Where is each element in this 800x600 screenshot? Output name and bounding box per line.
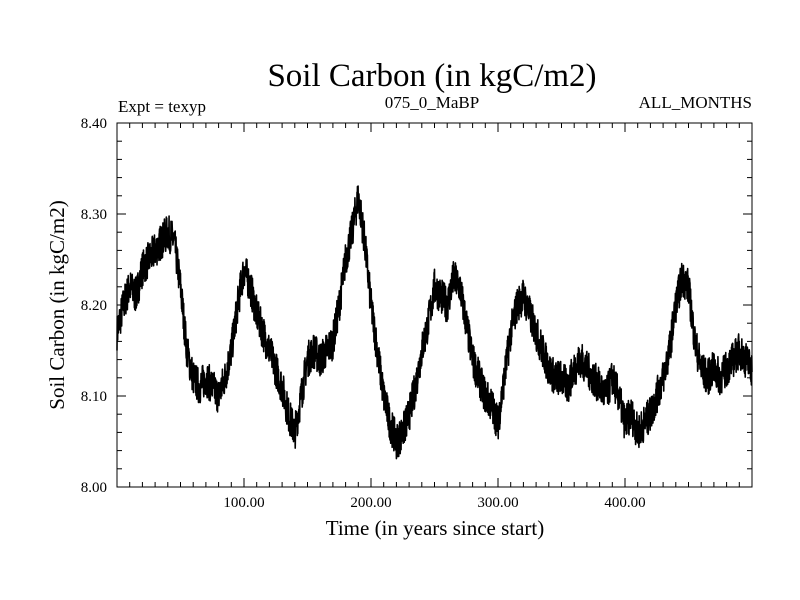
x-tick-label: 100.00 bbox=[223, 495, 264, 511]
plot-frame bbox=[116, 122, 753, 488]
y-tick-label: 8.10 bbox=[81, 389, 107, 405]
subtitle-right: ALL_MONTHS bbox=[639, 93, 752, 112]
y-tick-label: 8.00 bbox=[81, 480, 107, 496]
y-axis-label: Soil Carbon (in kgC/m2) bbox=[45, 200, 69, 409]
plot-area: 100.00 200.00 300.00 400.00 8.00 8.10 8.20 8.30… bbox=[81, 116, 753, 511]
x-tick-label: 200.00 bbox=[350, 495, 391, 511]
chart-title: Soil Carbon (in kgC/m2) bbox=[267, 58, 596, 94]
x-axis-label: Time (in years since start) bbox=[326, 516, 545, 540]
y-tick-label: 8.30 bbox=[81, 207, 107, 223]
y-tick-label: 8.40 bbox=[81, 116, 107, 132]
x-tick-label: 400.00 bbox=[604, 495, 645, 511]
subtitle-left: Expt = texyp bbox=[118, 97, 206, 116]
y-tick-label: 8.20 bbox=[81, 298, 107, 314]
subtitle-center: 075_0_MaBP bbox=[385, 93, 479, 112]
series-line-soil-carbon bbox=[116, 185, 753, 460]
x-tick-label: 300.00 bbox=[477, 495, 518, 511]
